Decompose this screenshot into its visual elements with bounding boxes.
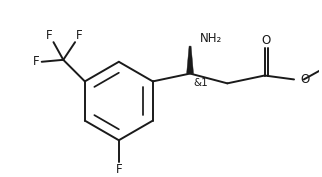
Text: F: F [116, 163, 122, 176]
Text: F: F [33, 55, 39, 68]
Text: &1: &1 [193, 78, 208, 88]
Text: O: O [261, 34, 270, 47]
Text: F: F [46, 29, 53, 42]
Text: O: O [300, 73, 309, 86]
Text: F: F [76, 29, 82, 42]
Text: NH₂: NH₂ [200, 32, 222, 45]
Polygon shape [187, 46, 194, 74]
